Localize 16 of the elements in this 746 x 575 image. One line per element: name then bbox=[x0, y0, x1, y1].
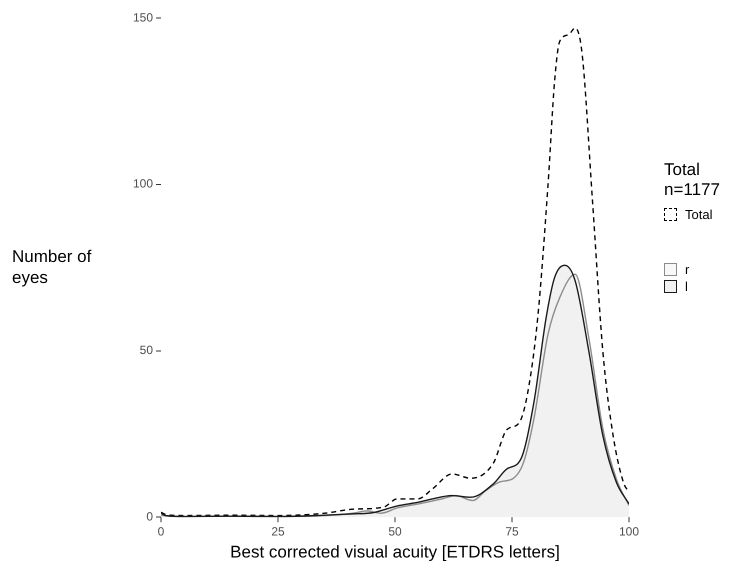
y-tick-label: 100 bbox=[132, 176, 154, 191]
x-tick-label: 50 bbox=[388, 524, 402, 539]
y-axis-title: Number of eyes bbox=[12, 246, 92, 287]
legend-label: Total bbox=[685, 207, 712, 222]
x-tick-label: 75 bbox=[505, 524, 519, 539]
x-tick-label: 0 bbox=[158, 524, 165, 539]
x-tick-label: 100 bbox=[618, 524, 640, 539]
line-series bbox=[161, 27, 629, 516]
x-axis-title: Best corrected visual acuity [ETDRS letters] bbox=[230, 542, 560, 562]
legend-title: Total n=1177 bbox=[664, 160, 720, 200]
y-tick-label: 0 bbox=[146, 510, 154, 524]
legend-label: l bbox=[685, 279, 688, 294]
x-tick-label: 25 bbox=[271, 524, 286, 539]
y-tick-label: 50 bbox=[140, 343, 154, 358]
y-tick-label: 150 bbox=[132, 10, 154, 24]
legend-label: r bbox=[685, 262, 690, 277]
